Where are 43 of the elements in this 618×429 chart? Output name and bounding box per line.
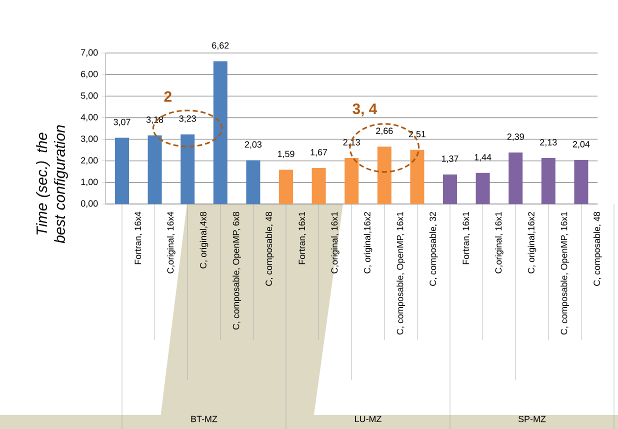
data-label: 3,23 <box>179 115 196 123</box>
x-tick-label: C,original, 16x1 <box>495 212 504 274</box>
x-tick-label: C, original,16x2 <box>528 212 536 274</box>
y-tick-label: 5,00 <box>80 92 98 100</box>
x-tick-label: C,original, 16x4 <box>167 212 176 274</box>
data-label: 1,44 <box>474 154 492 162</box>
y-tick-label: 2,00 <box>81 157 98 165</box>
x-tick-label: C, composable, 48 <box>265 212 274 286</box>
x-tick-label: C, composable, OpenMP, 16x1 <box>560 212 569 335</box>
x-tick-label: C, composable, OpenMP, 6x8 <box>232 212 241 330</box>
x-tick-label: Fortran, 16x4 <box>134 212 142 264</box>
data-label: 2,03 <box>244 141 262 149</box>
y-tick-label: 0,00 <box>80 200 98 208</box>
x-tick-label: C, original,16x2 <box>364 212 372 274</box>
data-label: 2,66 <box>376 128 393 136</box>
y-tick-label: 3,00 <box>80 136 98 143</box>
data-label: 6,62 <box>212 42 229 50</box>
annotation: 2 <box>164 91 172 102</box>
y-tick-label: 1,00 <box>81 178 98 186</box>
x-tick-label: C, composable, OpenMP, 16x1 <box>396 212 405 335</box>
data-label: 3,07 <box>114 118 130 126</box>
x-tick-label: Fortran, 16x1 <box>298 212 306 264</box>
data-label: 1,59 <box>278 150 294 158</box>
x-tick-label: Fortran, 16x1 <box>462 212 470 264</box>
text: SP-MZ <box>518 416 546 422</box>
x-tick-label: C, composable, 32 <box>429 212 438 286</box>
data-label: 2,39 <box>507 134 524 141</box>
y-tick-label: 7,00 <box>81 49 98 57</box>
data-label: 2,13 <box>540 139 557 147</box>
y-tick-label: 4,00 <box>80 114 98 122</box>
data-label: 3,18 <box>146 116 164 124</box>
x-tick-label: C,original, 16x1 <box>331 212 340 274</box>
x-tick-label: C, composable, 48 <box>593 212 602 286</box>
data-label: 2,13 <box>343 139 360 147</box>
text: BT-MZ <box>191 416 218 422</box>
text: LU-MZ <box>355 416 382 422</box>
y-tick-label: 6,00 <box>81 70 98 78</box>
annotation: 3, 4 <box>352 104 378 116</box>
x-tick-label: C, original,4x8 <box>200 212 208 268</box>
data-label: 1,67 <box>310 149 328 156</box>
data-label: 2,04 <box>572 141 590 148</box>
y-axis-title: Time (sec.) the best configuration <box>36 125 68 244</box>
data-label: 1,37 <box>442 156 458 163</box>
